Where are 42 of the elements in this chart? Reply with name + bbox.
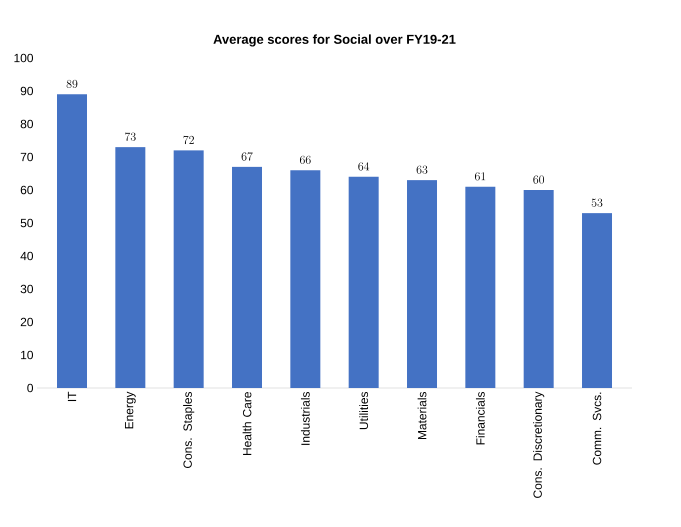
y-tick-label: 20 [20, 318, 34, 326]
bar [465, 186, 496, 388]
bar [232, 166, 262, 388]
x-tick-label: Materials [418, 392, 426, 440]
data-label: 64 [358, 162, 370, 171]
y-tick-label: 0 [27, 384, 34, 392]
bar [290, 170, 320, 388]
y-tick-label: 30 [20, 284, 34, 294]
x-tick-label: Industrials [300, 392, 310, 445]
y-tick-label: 60 [20, 186, 34, 194]
x-tick-label: Financials [476, 392, 485, 444]
y-tick-label: 70 [20, 152, 34, 162]
data-label: 61 [474, 172, 486, 180]
bar [174, 150, 204, 388]
x-tick-label: Utilities [359, 392, 368, 430]
x-tick-label: Comm. Svcs. [592, 392, 602, 465]
bar [582, 213, 612, 388]
x-tick-label: Health Care [242, 392, 252, 455]
bar [348, 176, 379, 388]
data-label: 67 [242, 152, 253, 161]
x-tick-label: Energy [124, 392, 136, 428]
data-label: 72 [183, 136, 194, 144]
y-tick-label: 10 [21, 350, 34, 360]
chart-title: Average scores for Social over FY19-21 [213, 34, 456, 47]
data-label: 66 [300, 156, 311, 164]
y-tick-label: 50 [20, 218, 34, 228]
x-tick-label: Cons. Staples [183, 392, 194, 468]
data-label: 53 [592, 198, 602, 207]
bar [57, 94, 87, 388]
y-tick-label: 100 [14, 54, 34, 62]
bar [115, 147, 146, 388]
data-label: 63 [416, 166, 428, 174]
data-label: 60 [533, 176, 544, 184]
y-tick-label: 90 [20, 86, 34, 96]
y-tick-label: 40 [20, 252, 34, 260]
data-label: 73 [125, 132, 136, 141]
y-tick-label: 80 [20, 120, 34, 128]
data-label: 89 [66, 80, 78, 88]
bar [407, 180, 438, 388]
bar [524, 190, 554, 388]
x-tick-label: Cons. Discretionary [533, 392, 544, 498]
x-tick-label: IT [68, 392, 76, 402]
